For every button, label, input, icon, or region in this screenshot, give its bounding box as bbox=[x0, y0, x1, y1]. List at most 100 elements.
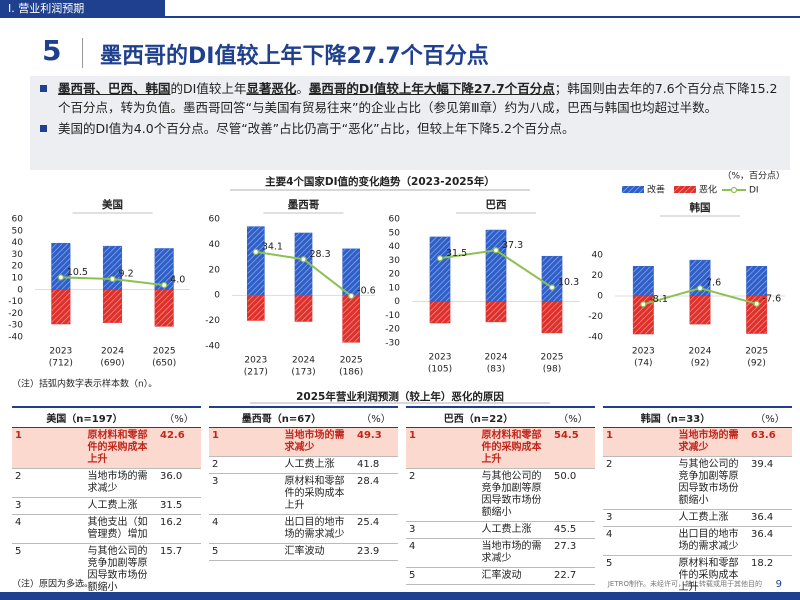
x-tick-label: 2025 bbox=[541, 353, 564, 363]
slide-number: 5 bbox=[42, 34, 62, 67]
bullet-text: ；韩国则由去年的7.6个百分点下降15.2个百分点，转为负值。墨西哥回答“与美国… bbox=[58, 81, 778, 115]
reason: 与其他公司的竞争加剧等原因导致市场份额缩小 bbox=[675, 456, 748, 510]
rank: 1 bbox=[12, 427, 85, 469]
y-tick-label: 20 bbox=[389, 270, 401, 280]
rank: 2 bbox=[603, 456, 676, 510]
y-tick-label: 60 bbox=[12, 215, 24, 225]
bar bbox=[746, 295, 768, 334]
y-tick-label: -20 bbox=[8, 309, 23, 319]
y-tick-label: -30 bbox=[8, 321, 23, 331]
table-unit: （%） bbox=[551, 406, 595, 428]
data-label: 34.1 bbox=[262, 241, 283, 252]
share: 15.7 bbox=[157, 543, 201, 597]
di-point bbox=[640, 301, 647, 308]
share: 27.3 bbox=[551, 538, 595, 568]
reason-table: 巴西（n=22） （%） 1 原材料和零部件的采购成本上升 54.5 2 与其他公司的竞争加… bbox=[406, 406, 595, 585]
bullet: 墨西哥、巴西、韩国的DI值较上年显著恶化。墨西哥的DI值较上年大幅下降27.7个… bbox=[40, 79, 780, 117]
reason-table: 美国（n=197） （%） 1 原材料和零部件的采购成本上升 42.6 2 当地市场的需求减… bbox=[12, 406, 201, 597]
bar bbox=[689, 295, 711, 325]
table-row: 5 原材料和零部件的采购成本上升 18.2 bbox=[603, 555, 792, 597]
di-point bbox=[109, 275, 116, 283]
y-tick-label: -30 bbox=[385, 339, 400, 349]
x-tick-label: 2023 bbox=[49, 347, 72, 357]
data-label: -7.6 bbox=[763, 293, 782, 304]
table-row: 2 与其他公司的竞争加剧等原因导致市场份额缩小 39.4 bbox=[603, 456, 792, 510]
share: 42.6 bbox=[157, 427, 201, 469]
divider bbox=[82, 38, 83, 68]
share: 63.6 bbox=[748, 427, 792, 457]
share: 22.7 bbox=[551, 567, 595, 585]
table-row: 4 出口目的地市场的需求减少 25.4 bbox=[209, 514, 398, 544]
reason: 人工费上涨 bbox=[84, 497, 157, 515]
table-row: 5 汇率波动 22.7 bbox=[406, 567, 595, 585]
bar bbox=[294, 294, 313, 322]
slide-title: 墨西哥的DI值较上年下降27.7个百分点 bbox=[100, 44, 489, 69]
y-tick-label: 0 bbox=[394, 297, 400, 307]
y-tick-label: -40 bbox=[588, 333, 603, 343]
table-header: 美国（n=197） （%） bbox=[12, 406, 201, 428]
table-row: 4 出口目的地市场的需求减少 36.4 bbox=[603, 526, 792, 556]
table-row: 1 原材料和零部件的采购成本上升 42.6 bbox=[12, 427, 201, 469]
rank: 2 bbox=[12, 468, 85, 498]
y-tick-label: -20 bbox=[588, 312, 603, 322]
bar bbox=[429, 301, 451, 324]
reason: 原材料和零部件的采购成本上升 bbox=[84, 427, 157, 469]
reason: 人工费上涨 bbox=[675, 509, 748, 527]
reason: 出口目的地市场的需求减少 bbox=[281, 514, 354, 544]
data-label: 7.6 bbox=[706, 278, 721, 289]
table-row: 3 人工费上涨 45.5 bbox=[406, 521, 595, 539]
di-point bbox=[548, 284, 556, 291]
share: 16.2 bbox=[157, 514, 201, 544]
chart-title: 巴西 bbox=[486, 199, 507, 211]
x-tick-label: 2024 bbox=[689, 347, 712, 357]
bar bbox=[247, 226, 265, 296]
y-tick-label: 30 bbox=[389, 256, 401, 266]
bar bbox=[429, 236, 451, 302]
data-label: -8.1 bbox=[649, 294, 668, 305]
y-tick-label: 50 bbox=[389, 228, 401, 238]
di-point bbox=[753, 300, 760, 307]
y-tick-label: 20 bbox=[12, 262, 24, 272]
legend-swatch bbox=[730, 186, 738, 194]
data-label: 10.5 bbox=[67, 267, 88, 278]
rank: 2 bbox=[209, 456, 282, 474]
table-row: 1 当地市场的需求减少 49.3 bbox=[209, 427, 398, 457]
x-tick-label: 2025 bbox=[153, 347, 176, 357]
sample-size: (92) bbox=[691, 359, 709, 369]
y-tick-label: 20 bbox=[592, 271, 604, 281]
sample-size: (712) bbox=[49, 359, 73, 369]
table-row: 3 人工费上涨 36.4 bbox=[603, 509, 792, 527]
table-header: 巴西（n=22） （%） bbox=[406, 406, 595, 428]
bar bbox=[632, 295, 654, 335]
bullet: 美国的DI值为4.0个百分点。尽管“改善”占比仍高于“恶化”占比，但较上年下降5… bbox=[40, 119, 780, 138]
x-tick-label: 2024 bbox=[101, 347, 124, 357]
y-tick-label: 10 bbox=[389, 283, 401, 293]
bullet-text: 。 bbox=[296, 81, 309, 96]
table-row: 2 当地市场的需求减少 36.0 bbox=[12, 468, 201, 498]
y-tick-label: 40 bbox=[209, 240, 221, 250]
y-tick-label: 0 bbox=[214, 291, 220, 301]
table-row: 2 人工费上涨 41.8 bbox=[209, 456, 398, 474]
rank: 3 bbox=[209, 473, 282, 515]
table-row: 4 当地市场的需求减少 27.3 bbox=[406, 538, 595, 568]
y-tick-label: 60 bbox=[209, 215, 221, 225]
sample-size: (98) bbox=[543, 365, 561, 375]
data-label: 4.0 bbox=[170, 275, 185, 286]
y-tick-label: -40 bbox=[8, 333, 23, 343]
rank: 4 bbox=[603, 526, 676, 556]
chart-title: 韩国 bbox=[690, 201, 711, 214]
y-tick-label: 0 bbox=[17, 285, 23, 295]
share: 31.5 bbox=[157, 497, 201, 515]
sample-size: (690) bbox=[100, 359, 124, 369]
y-tick-label: 30 bbox=[12, 250, 24, 260]
table-country: 巴西（n=22） bbox=[406, 406, 551, 428]
charts-unit: （%，百分点） bbox=[722, 171, 785, 182]
charts-title: 主要4个国家DI值的变化趋势（2023-2025年） bbox=[265, 175, 495, 188]
y-tick-label: -40 bbox=[205, 342, 220, 352]
bar bbox=[746, 266, 768, 297]
reason-table: 墨西哥（n=67） （%） 1 当地市场的需求减少 49.3 2 人工费上涨 41.8 3 原材料… bbox=[209, 406, 398, 561]
legend-swatch bbox=[622, 186, 644, 193]
share: 41.8 bbox=[354, 456, 398, 474]
rank: 5 bbox=[406, 567, 479, 585]
